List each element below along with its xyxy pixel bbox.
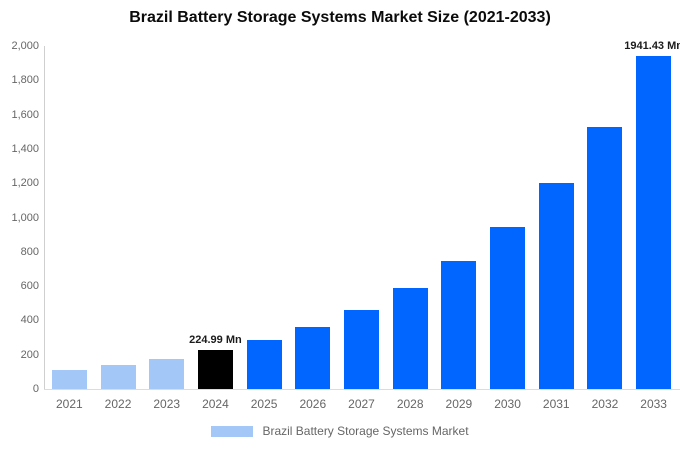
x-tick-2023: 2023 xyxy=(153,397,181,411)
y-axis-line xyxy=(44,46,45,390)
bar-2029[interactable] xyxy=(441,261,477,389)
x-tick-2024: 2024 xyxy=(202,397,229,411)
bar-2030[interactable] xyxy=(490,226,526,389)
bar-2027[interactable] xyxy=(344,309,379,389)
x-tick-2028: 2028 xyxy=(396,397,424,411)
y-tick-0: 0 xyxy=(32,383,39,395)
data-label-2024: 224.99 Mn xyxy=(189,334,242,347)
legend-swatch xyxy=(211,425,254,437)
x-tick-2033: 2033 xyxy=(640,397,667,411)
x-tick-2027: 2027 xyxy=(348,397,375,411)
data-label-2033: 1941.43 Mn xyxy=(624,40,680,53)
x-tick-2029: 2029 xyxy=(445,397,473,411)
y-tick-1,200: 1,200 xyxy=(11,177,39,190)
x-tick-2032: 2032 xyxy=(591,397,619,411)
x-axis-line xyxy=(44,389,680,390)
y-tick-1,000: 1,000 xyxy=(11,211,39,224)
y-tick-200: 200 xyxy=(20,348,39,361)
bar-2031[interactable] xyxy=(538,182,574,389)
y-tick-1,800: 1,800 xyxy=(11,74,39,87)
x-tick-2021: 2021 xyxy=(56,397,83,411)
legend-label: Brazil Battery Storage Systems Market xyxy=(262,424,469,438)
bar-2024[interactable] xyxy=(197,350,233,389)
y-tick-1,600: 1,600 xyxy=(11,108,39,121)
x-tick-2025: 2025 xyxy=(250,397,278,411)
bar-2032[interactable] xyxy=(587,126,623,389)
chart-title: Brazil Battery Storage Systems Market Si… xyxy=(129,9,551,26)
x-tick-2022: 2022 xyxy=(104,397,132,411)
y-tick-400: 400 xyxy=(20,314,39,327)
x-tick-2030: 2030 xyxy=(494,397,521,411)
bar-2025[interactable] xyxy=(246,339,282,389)
x-tick-2031: 2031 xyxy=(542,397,570,411)
y-tick-600: 600 xyxy=(20,280,39,293)
bar-2023[interactable] xyxy=(149,358,185,389)
x-tick-2026: 2026 xyxy=(299,397,327,411)
bar-2028[interactable] xyxy=(392,288,428,389)
bar-2022[interactable] xyxy=(100,365,136,389)
bar-2033[interactable] xyxy=(636,56,672,389)
bar-2021[interactable] xyxy=(51,370,87,389)
bar-2026[interactable] xyxy=(295,326,331,389)
y-tick-2,000: 2,000 xyxy=(11,40,39,52)
y-tick-800: 800 xyxy=(20,245,39,258)
plot-area: 0 200 400 600 800 1,000 1,200 1,400 1,600 1,800 2,… xyxy=(11,40,680,411)
legend-item[interactable]: Brazil Battery Storage Systems Market xyxy=(0,424,680,438)
y-tick-1,400: 1,400 xyxy=(11,142,39,155)
